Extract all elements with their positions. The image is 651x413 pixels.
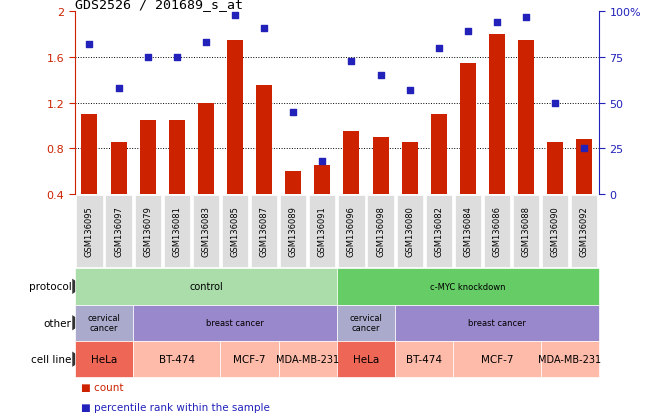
Bar bbox=[547, 143, 563, 240]
FancyBboxPatch shape bbox=[135, 196, 161, 267]
Text: breast cancer: breast cancer bbox=[468, 318, 526, 328]
Text: GSM136092: GSM136092 bbox=[580, 206, 589, 256]
Text: ■ count: ■ count bbox=[81, 382, 124, 392]
FancyBboxPatch shape bbox=[426, 196, 452, 267]
FancyBboxPatch shape bbox=[280, 196, 307, 267]
Point bbox=[579, 145, 590, 152]
Point bbox=[143, 55, 153, 61]
FancyBboxPatch shape bbox=[572, 196, 598, 267]
Point bbox=[317, 158, 327, 165]
FancyBboxPatch shape bbox=[367, 196, 394, 267]
Text: GSM136095: GSM136095 bbox=[85, 206, 94, 256]
Bar bbox=[314, 166, 330, 240]
Point bbox=[434, 45, 444, 52]
Text: GSM136080: GSM136080 bbox=[405, 206, 414, 256]
FancyBboxPatch shape bbox=[105, 196, 132, 267]
Text: c-MYC knockdown: c-MYC knockdown bbox=[430, 282, 506, 291]
Point bbox=[346, 58, 357, 65]
FancyBboxPatch shape bbox=[76, 196, 102, 267]
Point bbox=[404, 87, 415, 94]
FancyBboxPatch shape bbox=[251, 196, 277, 267]
Point bbox=[376, 73, 386, 79]
Text: GSM136081: GSM136081 bbox=[173, 206, 181, 256]
Bar bbox=[227, 41, 243, 240]
Text: HeLa: HeLa bbox=[353, 354, 379, 364]
Bar bbox=[285, 171, 301, 240]
Text: other: other bbox=[44, 318, 72, 328]
Text: breast cancer: breast cancer bbox=[206, 318, 264, 328]
Point bbox=[113, 85, 124, 92]
Bar bbox=[402, 143, 418, 240]
Bar bbox=[344, 132, 359, 240]
Point bbox=[230, 13, 240, 19]
FancyBboxPatch shape bbox=[455, 196, 481, 267]
Text: MCF-7: MCF-7 bbox=[233, 354, 266, 364]
Polygon shape bbox=[72, 316, 84, 330]
Text: GSM136090: GSM136090 bbox=[551, 206, 560, 256]
Text: cervical
cancer: cervical cancer bbox=[87, 313, 120, 332]
Point bbox=[521, 14, 531, 21]
Text: protocol: protocol bbox=[29, 282, 72, 292]
Bar bbox=[431, 114, 447, 240]
FancyBboxPatch shape bbox=[193, 196, 219, 267]
Text: GSM136079: GSM136079 bbox=[143, 206, 152, 256]
Bar bbox=[140, 120, 156, 240]
Bar bbox=[169, 120, 185, 240]
FancyBboxPatch shape bbox=[396, 196, 422, 267]
Point bbox=[84, 42, 94, 48]
Text: MDA-MB-231: MDA-MB-231 bbox=[538, 354, 602, 364]
FancyBboxPatch shape bbox=[309, 196, 335, 267]
Point bbox=[550, 100, 561, 107]
Bar bbox=[489, 35, 505, 240]
Text: GSM136082: GSM136082 bbox=[434, 206, 443, 256]
Polygon shape bbox=[72, 352, 84, 367]
FancyBboxPatch shape bbox=[513, 196, 539, 267]
Text: ■ percentile rank within the sample: ■ percentile rank within the sample bbox=[81, 402, 270, 412]
Point bbox=[288, 109, 298, 116]
FancyBboxPatch shape bbox=[484, 196, 510, 267]
Point bbox=[201, 40, 211, 47]
Bar bbox=[576, 140, 592, 240]
Text: GSM136089: GSM136089 bbox=[289, 206, 298, 256]
FancyBboxPatch shape bbox=[163, 196, 190, 267]
Text: cervical
cancer: cervical cancer bbox=[350, 313, 382, 332]
Text: HeLa: HeLa bbox=[91, 354, 117, 364]
Point bbox=[463, 29, 473, 36]
Text: GSM136097: GSM136097 bbox=[114, 206, 123, 256]
Text: GSM136096: GSM136096 bbox=[347, 206, 356, 256]
Text: MDA-MB-231: MDA-MB-231 bbox=[276, 354, 339, 364]
Text: GSM136086: GSM136086 bbox=[493, 206, 501, 257]
Point bbox=[492, 20, 502, 26]
Text: GSM136083: GSM136083 bbox=[201, 206, 210, 257]
Point bbox=[172, 55, 182, 61]
Text: GSM136088: GSM136088 bbox=[521, 206, 531, 257]
Text: BT-474: BT-474 bbox=[159, 354, 195, 364]
Bar bbox=[81, 114, 98, 240]
Bar bbox=[460, 64, 476, 240]
Text: cell line: cell line bbox=[31, 354, 72, 364]
FancyBboxPatch shape bbox=[222, 196, 248, 267]
Text: GSM136098: GSM136098 bbox=[376, 206, 385, 256]
Bar bbox=[518, 41, 534, 240]
FancyBboxPatch shape bbox=[339, 196, 365, 267]
Text: GSM136084: GSM136084 bbox=[464, 206, 473, 256]
Text: MCF-7: MCF-7 bbox=[481, 354, 513, 364]
Point bbox=[259, 26, 270, 32]
Bar bbox=[372, 137, 389, 240]
Text: GSM136091: GSM136091 bbox=[318, 206, 327, 256]
Text: GSM136085: GSM136085 bbox=[230, 206, 240, 256]
Text: GSM136087: GSM136087 bbox=[260, 206, 269, 257]
Bar bbox=[198, 103, 214, 240]
Bar bbox=[111, 143, 126, 240]
FancyBboxPatch shape bbox=[542, 196, 568, 267]
Text: control: control bbox=[189, 282, 223, 292]
Text: BT-474: BT-474 bbox=[406, 354, 442, 364]
Bar bbox=[256, 86, 272, 240]
Text: GDS2526 / 201689_s_at: GDS2526 / 201689_s_at bbox=[75, 0, 243, 11]
Polygon shape bbox=[72, 279, 84, 294]
